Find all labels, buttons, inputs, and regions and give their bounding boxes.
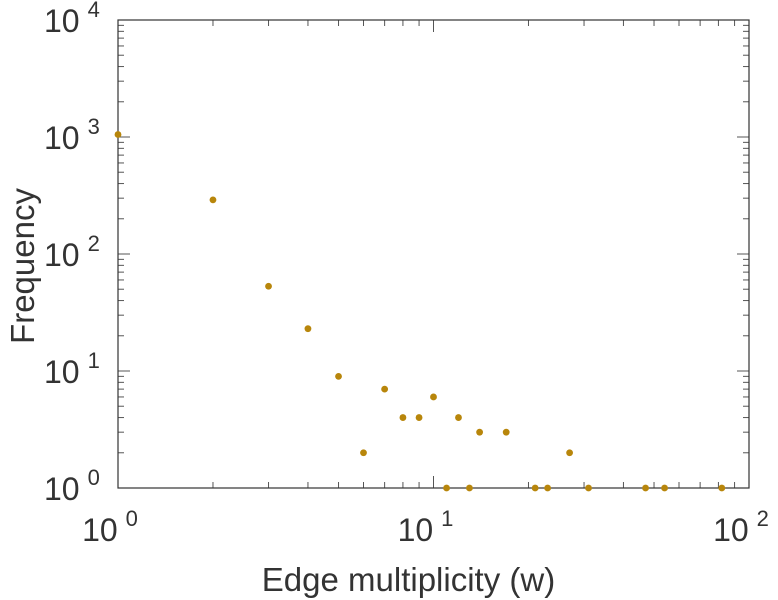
tick-labels: 10 0 10 1 10 2 10 0 10 1 10 2 10 3 10 4 xyxy=(44,0,769,548)
data-point xyxy=(335,372,342,380)
data-point xyxy=(466,484,473,492)
data-point xyxy=(544,484,552,492)
axis-ticks xyxy=(117,20,749,489)
data-point xyxy=(502,428,510,436)
data-point xyxy=(585,484,592,492)
data-point xyxy=(718,484,726,492)
data-point xyxy=(209,196,217,204)
data-point xyxy=(304,325,312,333)
data-point xyxy=(642,484,649,492)
data-point xyxy=(399,414,407,421)
x-axis-label: Edge multiplicity (w) xyxy=(262,561,555,598)
x-tick-label: 10 1 xyxy=(398,506,454,548)
data-point xyxy=(566,449,573,457)
data-point xyxy=(455,414,462,421)
data-point xyxy=(661,484,668,492)
y-tick-label: 10 4 xyxy=(44,0,100,39)
data-point xyxy=(381,385,389,393)
x-tick-label: 10 0 xyxy=(82,506,138,548)
data-point xyxy=(531,484,539,492)
data-point xyxy=(360,449,367,457)
plot-frame xyxy=(117,19,750,489)
data-point xyxy=(443,484,450,492)
data-points xyxy=(114,131,726,492)
y-tick-label: 10 3 xyxy=(44,114,100,156)
data-point xyxy=(265,282,272,290)
data-point xyxy=(114,131,122,138)
y-tick-label: 10 0 xyxy=(44,465,100,507)
y-tick-label: 10 2 xyxy=(44,231,100,273)
y-axis-label: Frequency xyxy=(4,188,41,344)
data-point xyxy=(430,393,437,401)
data-point xyxy=(476,428,484,436)
data-point xyxy=(415,414,423,421)
x-tick-label: 10 2 xyxy=(713,506,769,548)
y-tick-label: 10 1 xyxy=(44,348,100,390)
